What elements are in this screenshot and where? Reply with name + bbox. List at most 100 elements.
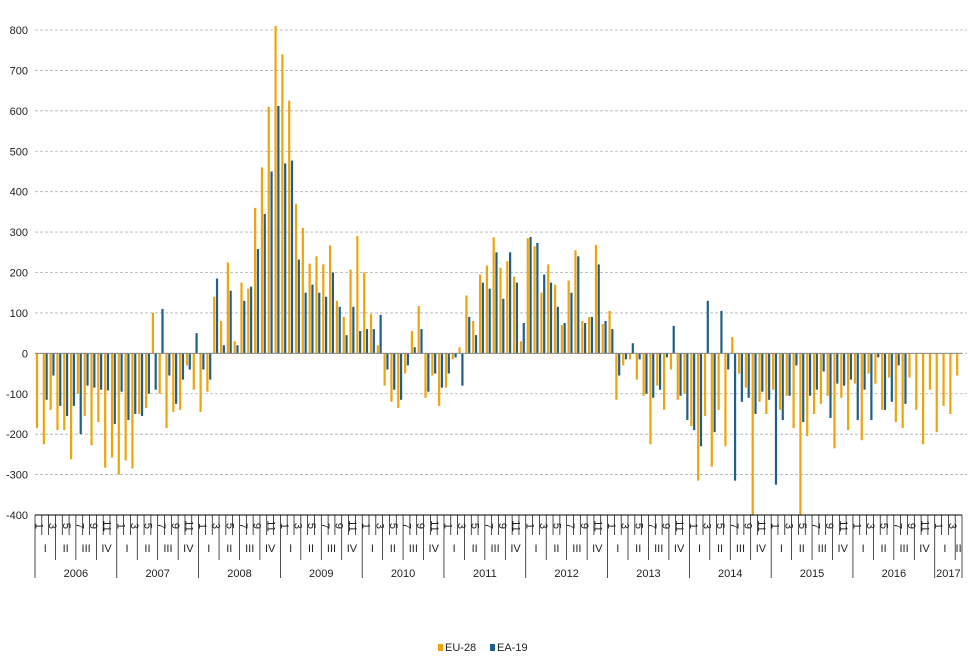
bar-ea-19 xyxy=(209,353,212,380)
bar-eu-28 xyxy=(812,353,816,414)
bar-ea-19 xyxy=(270,171,273,354)
month-tick-label: 3 xyxy=(46,523,58,529)
bar-eu-28 xyxy=(199,353,202,412)
month-tick-label: 3 xyxy=(128,523,140,529)
bar-eu-28 xyxy=(42,353,45,445)
quarter-tick-label: I xyxy=(943,543,946,555)
bar-eu-28 xyxy=(56,353,59,431)
bar-ea-19 xyxy=(256,249,260,354)
bar-eu-28 xyxy=(322,264,325,354)
month-tick-label: 11 xyxy=(591,520,603,531)
year-tick-label: 2009 xyxy=(309,568,333,580)
bar-ea-19 xyxy=(468,316,471,354)
bar-ea-19 xyxy=(427,353,430,392)
bar-eu-28 xyxy=(369,314,373,354)
bar-ea-19 xyxy=(509,252,512,354)
bar-eu-28 xyxy=(649,353,652,445)
bar-ea-19 xyxy=(215,278,219,354)
month-tick-label: 3 xyxy=(700,523,712,529)
bar-eu-28 xyxy=(172,353,175,412)
bar-ea-19 xyxy=(120,353,123,392)
bar-ea-19 xyxy=(822,353,825,372)
bar-eu-28 xyxy=(144,353,148,408)
bar-eu-28 xyxy=(179,353,182,410)
bar-eu-28 xyxy=(942,353,945,406)
bar-eu-28 xyxy=(308,263,311,354)
bar-eu-28 xyxy=(465,295,468,354)
bar-ea-19 xyxy=(556,306,559,354)
bar-eu-28 xyxy=(192,353,195,390)
month-tick-label: 3 xyxy=(864,523,876,529)
month-tick-label: 7 xyxy=(564,523,576,529)
bar-eu-28 xyxy=(206,353,209,392)
month-tick-label: 7 xyxy=(646,523,658,529)
bar-ea-19 xyxy=(618,353,621,376)
bar-eu-28 xyxy=(581,321,584,354)
bar-eu-28 xyxy=(915,353,918,410)
bar-ea-19 xyxy=(808,353,812,396)
bar-eu-28 xyxy=(69,353,73,460)
quarter-tick-label: I xyxy=(371,543,374,555)
quarter-tick-label: I xyxy=(453,543,456,555)
bar-ea-19 xyxy=(454,353,457,358)
bar-ea-19 xyxy=(672,325,675,354)
bar-ea-19 xyxy=(802,353,805,423)
bar-eu-28 xyxy=(792,353,795,429)
bar-ea-19 xyxy=(79,353,82,435)
bar-ea-19 xyxy=(399,353,403,400)
bar-eu-28 xyxy=(690,353,693,427)
bar-eu-28 xyxy=(485,265,488,354)
bar-ea-19 xyxy=(856,353,859,421)
bar-ea-19 xyxy=(134,353,137,414)
month-tick-label: 5 xyxy=(551,523,563,529)
bar-eu-28 xyxy=(574,250,577,354)
bar-ea-19 xyxy=(590,316,594,354)
bar-eu-28 xyxy=(97,353,100,423)
bar-eu-28 xyxy=(226,262,229,354)
quarter-tick-label: II xyxy=(717,543,723,555)
bar-eu-28 xyxy=(274,25,277,354)
bar-ea-19 xyxy=(440,353,444,388)
bar-ea-19 xyxy=(883,353,887,410)
bar-eu-28 xyxy=(874,353,877,384)
bar-eu-28 xyxy=(588,316,591,354)
bar-eu-28 xyxy=(615,353,618,400)
bar-eu-28 xyxy=(35,353,39,429)
bar-eu-28 xyxy=(553,284,557,354)
bar-ea-19 xyxy=(836,353,839,384)
month-tick-label: 11 xyxy=(919,520,931,531)
month-tick-label: 11 xyxy=(346,520,358,531)
quarter-tick-label: I xyxy=(289,543,292,555)
quarter-tick-label: III xyxy=(818,543,827,555)
bar-eu-28 xyxy=(840,353,843,398)
y-tick-label: -300 xyxy=(6,470,28,482)
bar-eu-28 xyxy=(356,236,359,354)
bar-eu-28 xyxy=(267,106,270,354)
bar-eu-28 xyxy=(138,353,141,414)
quarter-tick-label: IV xyxy=(183,543,194,555)
bar-ea-19 xyxy=(263,213,266,354)
bar-eu-28 xyxy=(363,272,366,354)
bar-eu-28 xyxy=(710,353,713,467)
bar-eu-28 xyxy=(151,312,154,354)
month-tick-label: 7 xyxy=(728,523,740,529)
bar-eu-28 xyxy=(833,353,836,449)
bar-ea-19 xyxy=(406,353,409,366)
bar-ea-19 xyxy=(195,333,198,354)
bar-ea-19 xyxy=(393,353,396,390)
bar-eu-28 xyxy=(472,321,475,354)
month-tick-label: 11 xyxy=(510,520,522,531)
bar-eu-28 xyxy=(928,353,932,390)
bar-eu-28 xyxy=(247,288,250,354)
month-tick-label: 7 xyxy=(891,523,903,529)
bar-ea-19 xyxy=(434,353,437,374)
bar-ea-19 xyxy=(740,353,743,402)
quarter-tick-label: I xyxy=(125,543,128,555)
bar-ea-19 xyxy=(624,353,628,360)
month-tick-label: 3 xyxy=(619,523,631,529)
year-tick-label: 2008 xyxy=(227,568,251,580)
bar-ea-19 xyxy=(93,353,96,388)
year-tick-label: 2017 xyxy=(936,568,960,580)
quarter-tick-label: II xyxy=(390,543,396,555)
month-tick-label: 1 xyxy=(687,523,699,529)
